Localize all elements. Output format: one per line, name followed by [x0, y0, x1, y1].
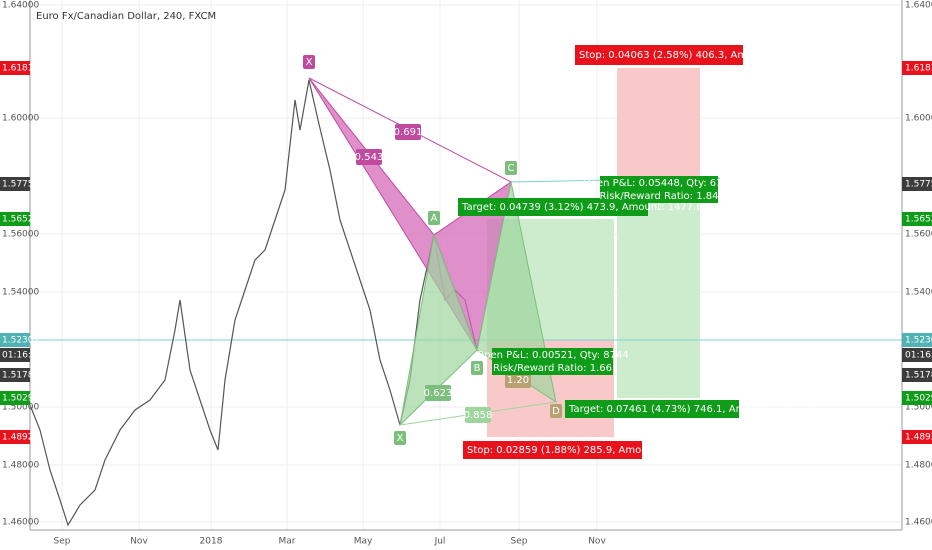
price-tick: 1.56000 [905, 230, 932, 240]
price-tag-label: 1.57755 [905, 180, 932, 190]
order-label: Target: 0.04739 (3.12%) 473.9, Amount: 1… [461, 202, 709, 213]
pattern-point-label: B [474, 363, 481, 374]
price-tag-label: 1.48927 [2, 433, 39, 443]
stop-zone [617, 68, 700, 184]
time-label: Sep [511, 537, 528, 547]
price-tag [0, 61, 30, 75]
price-tick: 1.50000 [2, 403, 39, 413]
price-tag [902, 61, 932, 75]
pattern-point-label: C [508, 163, 515, 174]
price-tag [0, 348, 30, 362]
pattern-point-label: X [397, 433, 404, 444]
chart-title: Euro Fx/Canadian Dollar, 240, FXCM [36, 11, 216, 22]
price-tag [902, 348, 932, 362]
pattern-point-label: X [306, 57, 313, 68]
price-tag [0, 391, 30, 405]
price-tick: 1.60000 [905, 114, 932, 124]
price-tag [0, 333, 30, 347]
ratio-label: 0.543 [355, 152, 384, 163]
order-label: Stop: 0.02859 (1.88%) 285.9, Amount: 750… [467, 445, 699, 456]
price-tag-label: 1.51786 [2, 371, 39, 381]
ratio-box [425, 385, 451, 401]
pattern-point-label: A [431, 213, 438, 224]
time-label: Mar [279, 537, 296, 547]
time-label: May [354, 537, 373, 547]
rr-label: Risk/Reward Ratio: 1.84 [599, 191, 718, 202]
pnl-box [492, 348, 613, 375]
ratio-box [505, 372, 531, 388]
pattern-point [303, 55, 315, 69]
price-tag [902, 177, 932, 191]
pattern-point [428, 211, 440, 225]
price-tick: 1.46000 [2, 518, 39, 528]
order-box [565, 400, 739, 418]
time-label: Nov [130, 537, 148, 547]
price-tick: 1.48000 [2, 461, 39, 471]
price-tag-label: 1.61818 [2, 64, 39, 74]
right-axis [902, 0, 932, 530]
price-tag [0, 212, 30, 226]
pattern-point-label: D [552, 406, 560, 417]
price-tag [902, 212, 932, 226]
price-tag [902, 391, 932, 405]
price-tick: 1.48000 [905, 461, 932, 471]
ratio-box [465, 407, 491, 423]
price-tag-label: 1.56525 [2, 215, 39, 225]
ratio-label: 0.623 [424, 388, 453, 399]
pattern-point [505, 161, 517, 175]
price-tag-label: 1.52307 [905, 336, 932, 346]
ratio-label: 0.858 [464, 410, 493, 421]
price-tick: 1.50000 [905, 403, 932, 413]
price-tag-label: 1.61818 [905, 64, 932, 74]
price-tag-label: 1.50294 [905, 394, 932, 404]
price-tag [0, 177, 30, 191]
order-box [463, 441, 642, 459]
price-tag-label: 1.52307 [2, 336, 39, 346]
price-path [29, 79, 478, 527]
left-axis [0, 0, 30, 530]
ratio-box [395, 124, 421, 140]
rr-label: Risk/Reward Ratio: 1.66 [493, 363, 612, 374]
price-tick: 1.54000 [905, 288, 932, 298]
pnl-label: Open P&L: 0.00521, Qty: 8744 [476, 350, 629, 361]
price-tick: 1.56000 [2, 230, 39, 240]
pattern-point [394, 431, 406, 445]
annotations: X A B C D X 0.691 0.543 0.623 0.858 1.20 Stop: 0.04… [303, 45, 816, 459]
price-tag [902, 368, 932, 382]
time-label: Sep [54, 537, 71, 547]
pnl-label: Open P&L: 0.05448, Qty: 6153 [583, 178, 736, 189]
price-tick: 1.46000 [905, 518, 932, 528]
target-zone [617, 184, 700, 398]
ratio-label: 0.691 [394, 127, 423, 138]
ratio-box [356, 149, 382, 165]
price-tick: 1.54000 [2, 288, 39, 298]
pattern-point [471, 361, 483, 375]
time-label: 2018 [200, 537, 223, 547]
price-tag-label: 1.50294 [2, 394, 39, 404]
price-tag-label: 1.48927 [905, 433, 932, 443]
price-tag-label: 1.51786 [905, 371, 932, 381]
time-label: Jul [434, 537, 446, 547]
order-label: Stop: 0.04063 (2.58%) 406.3, Amount: 750 [579, 50, 795, 61]
price-tick: 1.64000 [905, 1, 932, 11]
price-tag [902, 430, 932, 444]
price-tag-label: 01:16:35 [905, 351, 932, 361]
price-tag [0, 430, 30, 444]
pnl-box [600, 176, 718, 203]
price-tag [0, 368, 30, 382]
price-tag [902, 333, 932, 347]
time-label: Nov [588, 537, 606, 547]
price-tag-label: 1.57755 [2, 180, 39, 190]
order-label: Target: 0.07461 (4.73%) 746.1, Amount: 1… [568, 404, 816, 415]
order-box [575, 45, 743, 65]
price-tag-label: 1.56525 [905, 215, 932, 225]
pattern-point [550, 404, 562, 418]
price-tick: 1.60000 [2, 114, 39, 124]
price-tick: 1.64000 [2, 1, 39, 11]
ratio-label: 1.20 [507, 375, 529, 386]
price-tag-label: 01:16:35 [2, 351, 42, 361]
